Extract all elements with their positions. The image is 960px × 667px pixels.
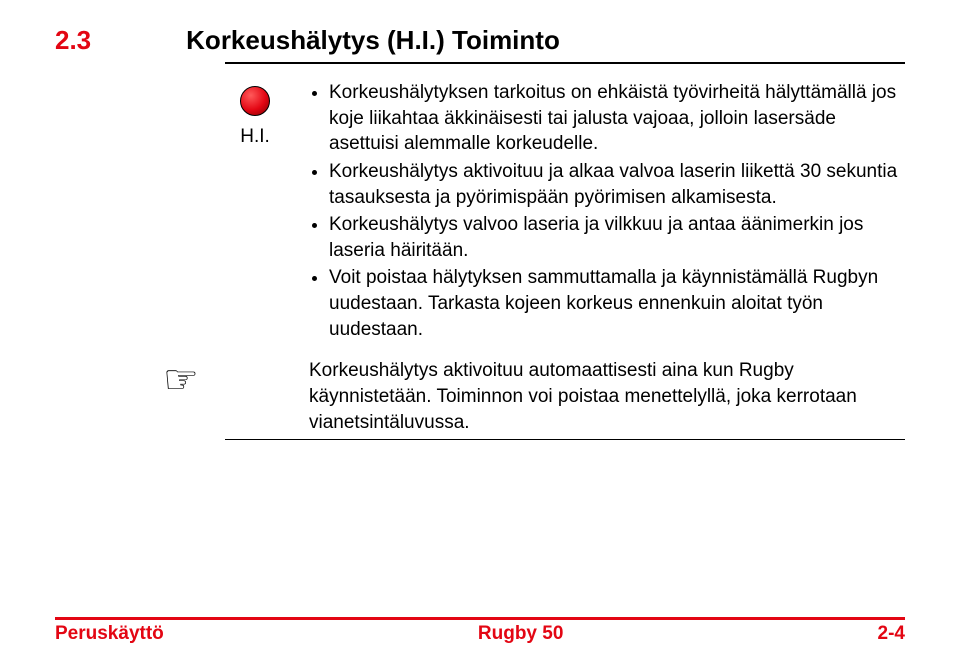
footer-center: Rugby 50 bbox=[478, 623, 564, 645]
list-item: Korkeushälytys aktivoituu ja alkaa valvo… bbox=[329, 159, 905, 210]
list-item: Korkeushälytys valvoo laseria ja vilkkuu… bbox=[329, 212, 905, 263]
footer-bar bbox=[55, 617, 905, 620]
content-row: H.I. Korkeushälytyksen tarkoitus on ehkä… bbox=[225, 80, 905, 344]
alert-indicator-icon bbox=[240, 86, 270, 116]
footer-row: Peruskäyttö Rugby 50 2-4 bbox=[55, 623, 905, 645]
manual-page: 2.3 Korkeushälytys (H.I.) Toiminto H.I. … bbox=[0, 0, 960, 667]
pointing-hand-icon: ☞ bbox=[163, 358, 223, 400]
section-rule bbox=[225, 62, 905, 64]
bullet-list: Korkeushälytyksen tarkoitus on ehkäistä … bbox=[309, 80, 905, 344]
section-header: 2.3 Korkeushälytys (H.I.) Toiminto bbox=[55, 25, 905, 56]
section-number: 2.3 bbox=[55, 25, 91, 56]
footer-right: 2-4 bbox=[878, 623, 905, 645]
icon-label: H.I. bbox=[240, 126, 270, 148]
list-item: Voit poistaa hälytyksen sammuttamalla ja… bbox=[329, 265, 905, 342]
section-title: Korkeushälytys (H.I.) Toiminto bbox=[186, 25, 560, 56]
note-row: ☞ Korkeushälytys aktivoituu automaattise… bbox=[163, 358, 905, 435]
footer-left: Peruskäyttö bbox=[55, 623, 164, 645]
note-rule bbox=[225, 439, 905, 440]
page-footer: Peruskäyttö Rugby 50 2-4 bbox=[55, 617, 905, 645]
note-text: Korkeushälytys aktivoituu automaattisest… bbox=[309, 358, 905, 435]
icon-column: H.I. bbox=[225, 80, 285, 344]
list-item: Korkeushälytyksen tarkoitus on ehkäistä … bbox=[329, 80, 905, 157]
